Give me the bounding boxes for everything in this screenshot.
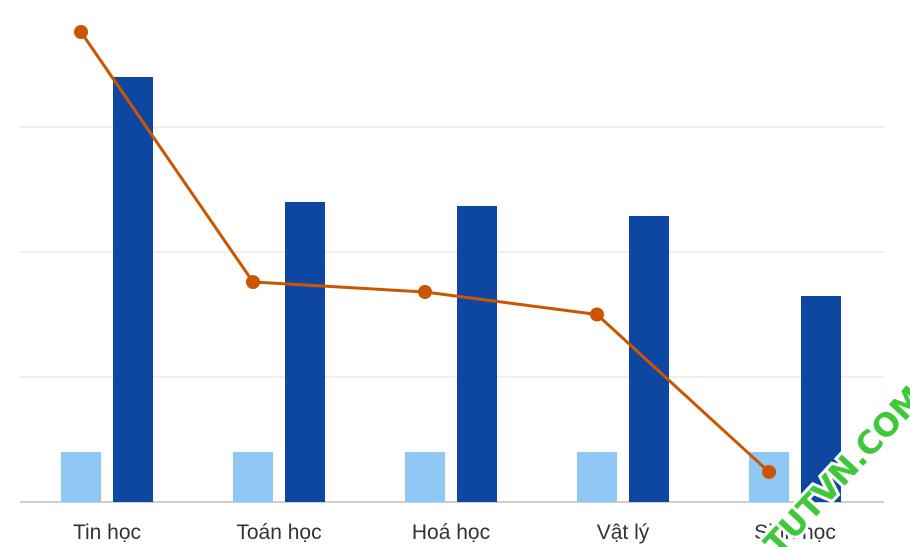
line-series xyxy=(74,25,776,479)
bar-2-5 xyxy=(801,296,841,502)
bar-1-4 xyxy=(577,452,617,502)
bar-1-1 xyxy=(61,452,101,502)
x-tick-label-5: Sinh học xyxy=(754,521,836,544)
gridlines xyxy=(20,126,884,503)
line-point-3 xyxy=(418,285,432,299)
bar-2-3 xyxy=(457,206,497,502)
line-point-1 xyxy=(74,25,88,39)
x-tick-label-4: Vật lý xyxy=(597,521,650,544)
bar-2-2 xyxy=(285,202,325,502)
line-point-4 xyxy=(590,307,604,322)
bar-series xyxy=(61,77,841,502)
x-tick-label-2: Toán học xyxy=(236,521,321,544)
line-point-5 xyxy=(762,465,776,479)
x-axis-labels: Tin học Toán học Hoá học Vật lý Sinh học xyxy=(73,521,836,544)
line-point-2 xyxy=(246,275,260,289)
x-tick-label-3: Hoá học xyxy=(412,521,490,544)
bar-2-1 xyxy=(113,77,153,502)
bar-1-3 xyxy=(405,452,445,502)
bar-1-2 xyxy=(233,452,273,502)
bar-2-4 xyxy=(629,216,669,502)
x-tick-label-1: Tin học xyxy=(73,521,141,544)
